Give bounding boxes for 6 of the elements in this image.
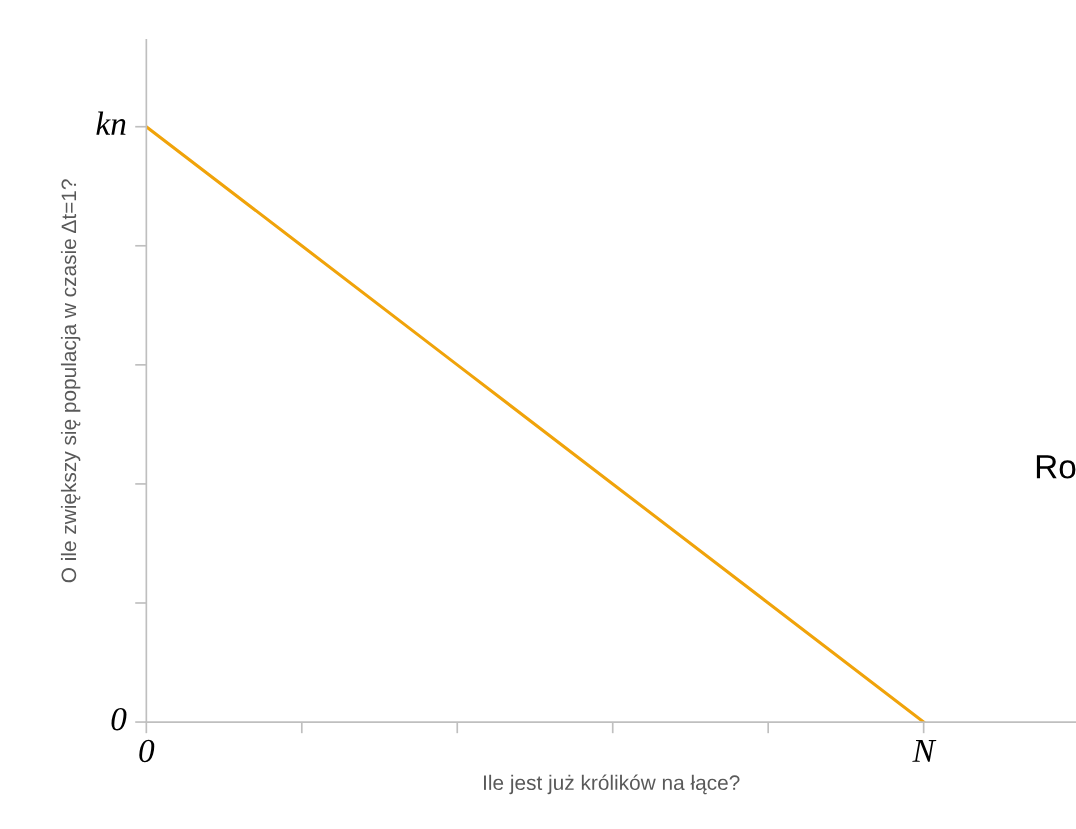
x-tick-label: N <box>912 740 937 762</box>
annotation: Ro <box>1036 455 1076 479</box>
x-axis-title: Ile jest już królików na łące? <box>483 774 740 795</box>
text: 0 <box>111 707 127 731</box>
y-axis-title: O ile zwiększy się populacja w czasie Δt=1? <box>60 179 81 583</box>
text: kn <box>96 111 126 135</box>
